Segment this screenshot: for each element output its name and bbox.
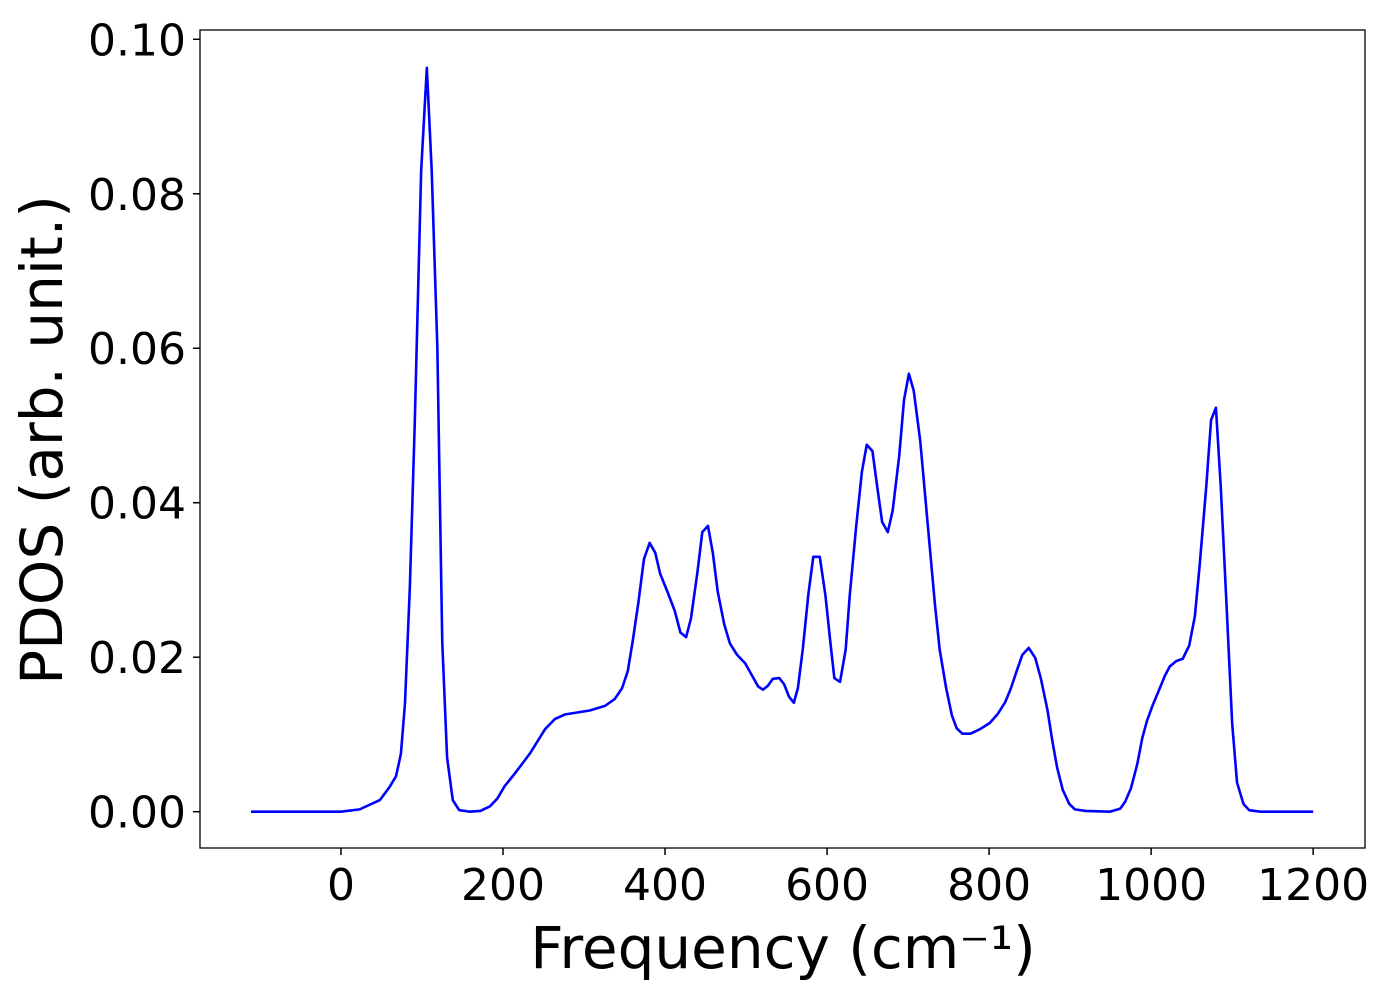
y-tick-label: 0.08 — [88, 170, 186, 221]
x-axis-label: Frequency (cm⁻¹) — [530, 914, 1036, 982]
x-tick-label: 0 — [327, 860, 355, 911]
y-tick-label: 0.00 — [88, 788, 186, 839]
x-tick-label: 200 — [461, 860, 545, 911]
x-tick-label: 800 — [947, 860, 1031, 911]
x-tick-label: 600 — [785, 860, 869, 911]
y-tick-label: 0.02 — [88, 633, 186, 684]
y-tick-label: 0.10 — [88, 15, 186, 66]
data-line — [251, 66, 1314, 813]
x-tick-label: 400 — [623, 860, 707, 911]
y-tick-label: 0.06 — [88, 324, 186, 375]
x-tick-label: 1000 — [1095, 860, 1207, 911]
x-tick-label: 1200 — [1257, 860, 1369, 911]
y-axis-label: PDOS (arb. unit.) — [8, 195, 76, 685]
plot-frame — [199, 29, 1366, 849]
y-tick-label: 0.04 — [88, 479, 186, 530]
